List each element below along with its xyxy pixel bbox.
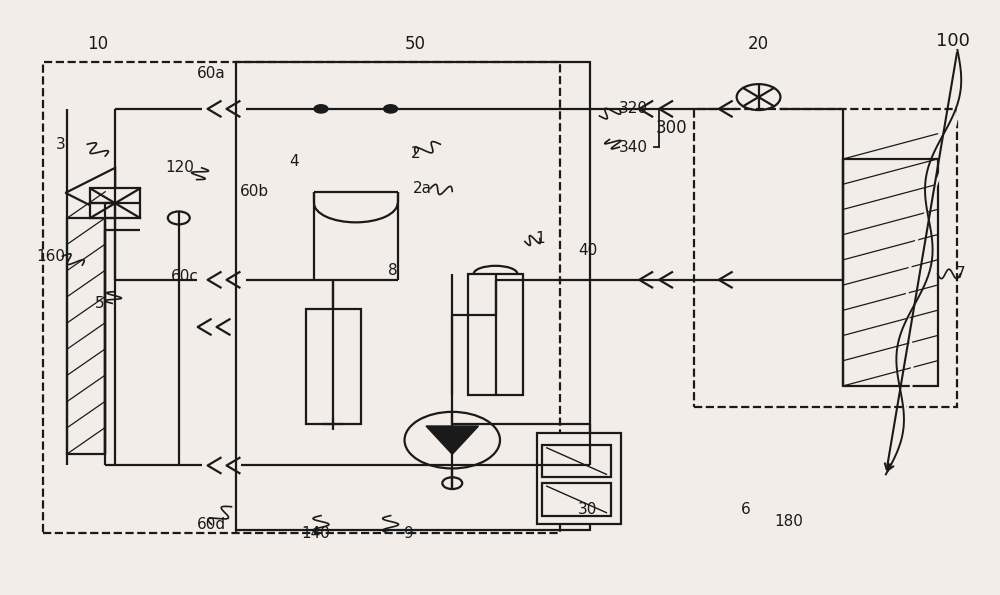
Text: 300: 300 (655, 119, 687, 137)
Bar (306, 309, 361, 424)
Text: 60b: 60b (240, 184, 269, 199)
Text: 120: 120 (165, 160, 194, 176)
Polygon shape (65, 168, 115, 218)
Bar (537, 433, 621, 524)
Text: 1: 1 (535, 231, 545, 246)
Text: 3: 3 (56, 137, 65, 152)
Text: 2a: 2a (413, 181, 432, 196)
Text: 7: 7 (956, 267, 965, 281)
Polygon shape (426, 426, 479, 455)
Bar (468, 274, 523, 394)
Text: 50: 50 (405, 35, 426, 53)
Bar (542, 483, 611, 516)
Text: 180: 180 (774, 514, 803, 529)
Text: 2: 2 (411, 146, 420, 161)
Text: 10: 10 (87, 35, 108, 53)
Text: 20: 20 (748, 35, 769, 53)
Text: 6: 6 (741, 502, 751, 517)
Circle shape (384, 105, 398, 113)
Bar (542, 445, 611, 477)
Text: 30: 30 (578, 502, 597, 517)
Bar (694, 109, 957, 406)
Circle shape (314, 105, 328, 113)
Bar (843, 159, 938, 386)
Bar (236, 62, 590, 530)
Text: 340: 340 (619, 140, 648, 155)
Text: 100: 100 (936, 32, 969, 50)
Text: 160: 160 (36, 249, 65, 264)
Text: 60a: 60a (197, 66, 226, 81)
Text: 320: 320 (619, 101, 648, 117)
Bar (43, 62, 560, 533)
Bar (90, 189, 140, 218)
Text: 140: 140 (302, 526, 330, 541)
Text: 9: 9 (404, 526, 413, 541)
Text: 4: 4 (289, 155, 299, 170)
Text: 60d: 60d (197, 517, 226, 532)
Text: 40: 40 (578, 243, 597, 258)
Text: 8: 8 (388, 264, 397, 278)
Text: 5: 5 (94, 296, 104, 311)
Bar (67, 218, 105, 454)
Text: 60c: 60c (171, 270, 199, 284)
